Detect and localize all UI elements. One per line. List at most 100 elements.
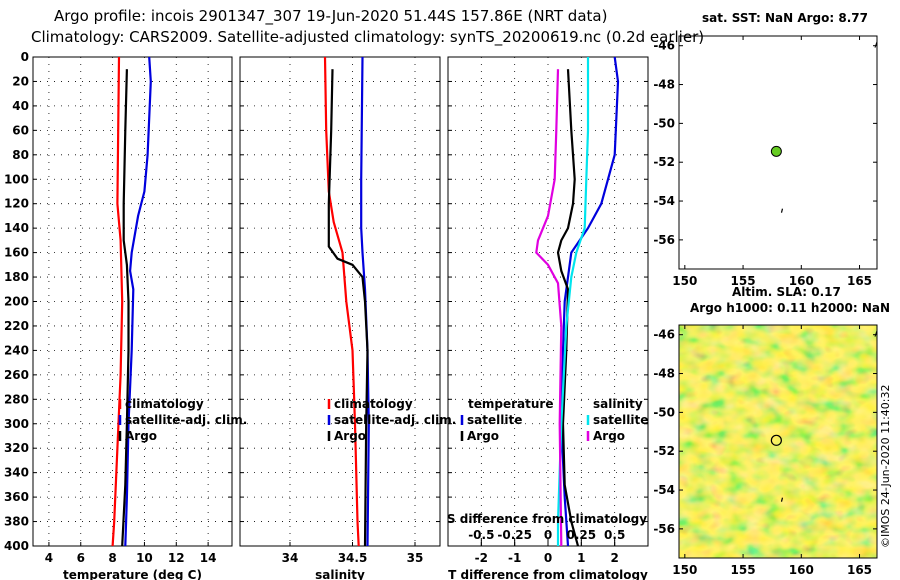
x-tick-label: 6 xyxy=(77,551,85,565)
temperature-legend-label: Argo xyxy=(125,429,157,443)
x-tick-label: 4 xyxy=(45,551,53,565)
map-x-tick-label: 165 xyxy=(847,274,872,288)
series-line-t-argo xyxy=(556,69,580,547)
diff-legend-salinity-label: satellite xyxy=(593,413,648,427)
diff-legend-temperature-title: temperature xyxy=(468,397,553,411)
x-tick-label: 1 xyxy=(577,551,585,565)
plot-frame xyxy=(239,56,441,547)
salinity-panel: 34 34.5 35 salinity climatology satellite-adj… xyxy=(239,56,456,580)
x-axis-label: T difference from climatology xyxy=(448,568,648,580)
temperature-panel: 0 20 40 60 80 100 120 140 160 180 200 220 240 260 280 3… xyxy=(4,50,247,580)
diff-secondary-tick-label: 0.5 xyxy=(604,528,625,542)
map-y-tick-label: -46 xyxy=(653,39,675,53)
y-tick-label: 400 xyxy=(4,539,29,553)
x-tick-label: 8 xyxy=(108,551,116,565)
y-tick-label: 20 xyxy=(12,74,29,88)
argo-location-marker xyxy=(770,145,782,157)
x-tick-label: 14 xyxy=(200,551,217,565)
series-line-satellite-adj-clim- xyxy=(360,56,370,547)
map-y-tick-label: -52 xyxy=(653,155,675,169)
diff-legend-temperature-label: Argo xyxy=(467,429,499,443)
map-y-tick-label: -54 xyxy=(653,483,675,497)
map-sst-panel: -46 -48 -50 -52 -54 -56 150 155 160 165 xyxy=(653,35,878,288)
x-tick-label: 34.5 xyxy=(338,551,368,565)
diff-secondary-tick-label: 0 xyxy=(544,528,552,542)
coastline-fragment xyxy=(874,330,878,337)
y-tick-label: 340 xyxy=(4,466,29,480)
credit-label: ©IMOS 24-Jun-2020 11:40:32 xyxy=(879,384,892,548)
sla-heatmap xyxy=(679,325,877,558)
x-tick-label: 2 xyxy=(610,551,618,565)
series-line-argo xyxy=(121,69,130,547)
y-tick-label: 40 xyxy=(12,99,29,113)
map-x-tick-label: 150 xyxy=(672,563,697,577)
x-tick-label: 10 xyxy=(136,551,153,565)
x-tick-label: 0 xyxy=(544,551,552,565)
map-top-title: sat. SST: NaN Argo: 8.77 xyxy=(702,11,868,25)
series-line-climatology xyxy=(111,56,124,547)
x-tick-label: -1 xyxy=(508,551,521,565)
map-x-tick-label: 155 xyxy=(731,563,756,577)
diff-secondary-axis-label: S difference from climatology xyxy=(447,512,647,526)
salinity-legend-label: satellite-adj. clim. xyxy=(334,413,456,427)
map-y-tick-label: -48 xyxy=(653,78,675,92)
map-x-tick-label: 150 xyxy=(672,274,697,288)
argo-location-marker xyxy=(770,434,782,446)
x-tick-label: -2 xyxy=(475,551,488,565)
y-tick-label: 380 xyxy=(4,515,29,529)
y-tick-label: 220 xyxy=(4,319,29,333)
map-y-tick-label: -52 xyxy=(653,444,675,458)
diff-legend-salinity-label: Argo xyxy=(593,429,625,443)
map-sla-panel: -46 -48 -50 -52 -54 -56 150 155 160 165 xyxy=(653,324,878,577)
x-axis-label: salinity xyxy=(315,568,365,580)
y-tick-label: 360 xyxy=(4,490,29,504)
temperature-legend-label: climatology xyxy=(125,397,204,411)
y-tick-label: 240 xyxy=(4,343,29,357)
series-line-climatology xyxy=(323,56,360,547)
map-y-tick-label: -54 xyxy=(653,194,675,208)
series-line-s-argo xyxy=(535,69,563,547)
map-bottom-title1: Altim. SLA: 0.17 xyxy=(732,285,841,299)
map-x-tick-label: 160 xyxy=(789,274,814,288)
map-x-tick-label: 160 xyxy=(789,563,814,577)
map-y-tick-label: -56 xyxy=(653,522,675,536)
header-title-line2: Climatology: CARS2009. Satellite-adjuste… xyxy=(31,28,705,46)
diff-legend-salinity-title: salinity xyxy=(593,397,643,411)
map-y-tick-label: -50 xyxy=(653,116,675,130)
y-tick-label: 80 xyxy=(12,148,29,162)
y-tick-label: 120 xyxy=(4,197,29,211)
y-tick-label: 320 xyxy=(4,441,29,455)
y-tick-label: 300 xyxy=(4,417,29,431)
y-tick-label: 0 xyxy=(21,50,29,64)
diff-legend-temperature-label: satellite xyxy=(467,413,522,427)
plot-frame xyxy=(447,56,649,547)
salinity-legend-label: climatology xyxy=(334,397,413,411)
y-tick-label: 160 xyxy=(4,246,29,260)
series-line-argo xyxy=(327,69,369,547)
difference-panel: -2 -1 0 1 2 T difference from climatology temp… xyxy=(447,56,649,580)
temperature-legend-label: satellite-adj. clim. xyxy=(125,413,247,427)
x-axis-label: temperature (deg C) xyxy=(63,568,202,580)
map-frame xyxy=(678,35,878,270)
map-y-tick-label: -56 xyxy=(653,233,675,247)
y-tick-label: 180 xyxy=(4,270,29,284)
y-tick-label: 260 xyxy=(4,368,29,382)
x-tick-label: 12 xyxy=(168,551,185,565)
coastline-fragment xyxy=(874,41,878,48)
y-tick-label: 280 xyxy=(4,392,29,406)
y-tick-label: 200 xyxy=(4,295,29,309)
salinity-legend-label: Argo xyxy=(334,429,366,443)
x-tick-label: 34 xyxy=(282,551,299,565)
map-frame xyxy=(678,324,878,559)
x-tick-label: 35 xyxy=(407,551,424,565)
diff-secondary-tick-label: 0.25 xyxy=(567,528,597,542)
diff-secondary-tick-label: -0.5 xyxy=(468,528,494,542)
header-title-line1: Argo profile: incois 2901347_307 19-Jun-… xyxy=(54,7,608,25)
y-tick-label: 60 xyxy=(12,123,29,137)
coastline-fragment xyxy=(780,497,784,502)
y-tick-label: 100 xyxy=(4,172,29,186)
map-x-tick-label: 155 xyxy=(731,274,756,288)
diff-secondary-tick-label: -0.25 xyxy=(497,528,532,542)
map-y-tick-label: -46 xyxy=(653,328,675,342)
